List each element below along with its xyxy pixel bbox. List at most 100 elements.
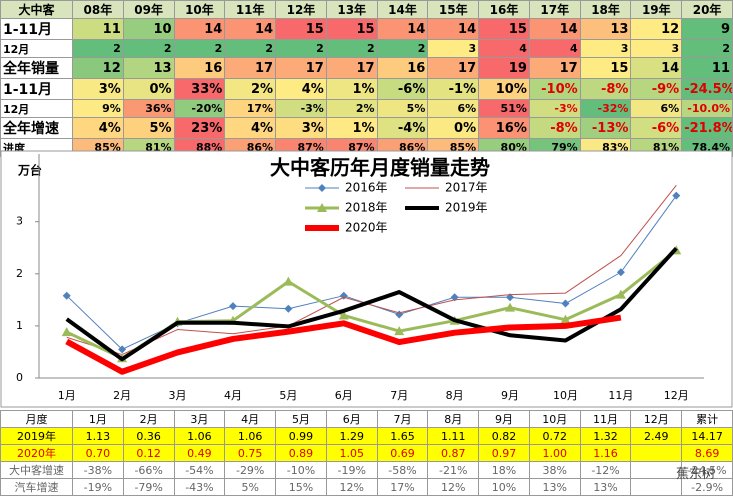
table-cell: 0% <box>122 78 175 100</box>
point <box>616 268 625 277</box>
table-cell: 15 <box>478 18 530 40</box>
table-cell: 8.69 <box>681 444 733 462</box>
header-cell: 4月 <box>224 410 277 428</box>
legend-label: 2018年 <box>345 201 388 215</box>
chart-title: 大中客历年月度销量走势 <box>270 156 490 180</box>
table-cell: 3 <box>427 39 480 58</box>
point <box>561 299 570 308</box>
table-cell: -6% <box>376 78 429 100</box>
table-cell: 0.87 <box>427 444 480 462</box>
header-cell: 16年 <box>478 0 530 19</box>
table-cell: -24.5% <box>681 461 733 479</box>
legend-label: 2016年 <box>345 181 388 195</box>
table-cell: 2.49 <box>630 427 683 445</box>
y-tick-label: 2 <box>16 267 23 280</box>
table-cell: -10.0% <box>681 99 733 118</box>
watermark: 蕉东树 <box>675 467 715 482</box>
header-cell: 13年 <box>325 0 378 19</box>
table-cell: 15% <box>275 478 327 496</box>
x-tick-label: 10月 <box>553 389 578 402</box>
y-tick-label: 1 <box>16 319 23 332</box>
table-row: 2019年 1.13 0.36 1.06 1.06 0.99 1.29 1.65 1.11 0.8… <box>0 427 733 445</box>
monthly-table: 月度 1月 2月 3月 4月 5月 6月 7月 8月 9月 10月 11月 12月 累计 2019年 1.13… <box>0 410 733 496</box>
table-row: 12月 2 2 2 2 2 2 2 3 4 4 3 3 2 <box>0 39 733 58</box>
table-cell: -66% <box>122 461 175 479</box>
table-cell: -20% <box>173 99 226 118</box>
table-cell: 33% <box>173 78 226 100</box>
table-cell: 2 <box>72 39 124 58</box>
header-cell: 18年 <box>579 0 632 19</box>
table-cell: -12% <box>579 461 632 479</box>
header-cell: 09年 <box>122 0 175 19</box>
header-cell: 3月 <box>173 410 226 428</box>
table-cell: 13 <box>122 57 175 79</box>
x-tick-label: 3月 <box>169 389 187 402</box>
header-cell: 17年 <box>528 0 581 19</box>
table-cell: -54% <box>173 461 226 479</box>
table-cell: 0.99 <box>275 427 327 445</box>
table-cell: 2 <box>275 39 327 58</box>
table-cell: 16 <box>173 57 226 79</box>
y-axis-label: 万台 <box>17 163 42 178</box>
table-cell: 13 <box>579 18 632 40</box>
header-cell: 6月 <box>325 410 378 428</box>
table-cell: 2 <box>224 39 277 58</box>
table-cell <box>630 461 683 479</box>
table-cell: 2% <box>325 99 378 118</box>
table-cell: -13% <box>579 117 632 139</box>
table-cell: 0.69 <box>376 444 429 462</box>
table-cell: 2 <box>376 39 429 58</box>
table-cell: 13% <box>528 478 581 496</box>
table-cell: 14 <box>630 57 683 79</box>
table-cell: 2 <box>122 39 175 58</box>
header-cell: 2月 <box>122 410 175 428</box>
point <box>62 291 71 300</box>
header-cell: 08年 <box>72 0 124 19</box>
table-cell: 1.00 <box>528 444 581 462</box>
table-cell: 17 <box>275 57 327 79</box>
table-cell: -2.9% <box>681 478 733 496</box>
table-cell: 5% <box>224 478 277 496</box>
table-cell: -4% <box>376 117 429 139</box>
table-cell: -9% <box>630 78 683 100</box>
x-tick-label: 11月 <box>608 389 633 402</box>
table-cell: 0.82 <box>478 427 530 445</box>
table-cell: 12 <box>72 57 124 79</box>
point <box>61 327 72 337</box>
table-cell: 0.12 <box>122 444 175 462</box>
table-cell: 0.97 <box>478 444 530 462</box>
table-cell: 10 <box>122 18 175 40</box>
row-label: 2019年 <box>0 427 73 445</box>
table-cell: 14 <box>173 18 226 40</box>
table-cell: -29% <box>224 461 277 479</box>
header-cell: 10月 <box>528 410 581 428</box>
table-cell: 3 <box>630 39 683 58</box>
header-cell: 20年 <box>681 0 733 19</box>
row-label: 汽车增速 <box>0 478 73 496</box>
table-cell: 1.11 <box>427 427 480 445</box>
table-cell: 15 <box>325 18 378 40</box>
table-cell: -3% <box>528 99 581 118</box>
table-cell: 14 <box>528 18 581 40</box>
table-cell: 1.29 <box>325 427 378 445</box>
table-cell: 1.65 <box>376 427 429 445</box>
table-cell: -10% <box>275 461 327 479</box>
point <box>318 184 326 192</box>
point <box>338 310 349 320</box>
header-cell: 11月 <box>579 410 632 428</box>
table-cell: 6% <box>630 99 683 118</box>
header-cell: 7月 <box>376 410 429 428</box>
table-row: 1-11月 11 10 14 14 15 15 14 14 15 14 13 12 9 <box>0 18 733 40</box>
table-cell: 17% <box>376 478 429 496</box>
series-line <box>65 314 622 375</box>
table-cell: -38% <box>72 461 124 479</box>
table-cell: 4% <box>72 117 124 139</box>
header-cell: 5月 <box>275 410 327 428</box>
table-cell: -6% <box>630 117 683 139</box>
table-cell: 1.13 <box>72 427 124 445</box>
table-cell: 23% <box>173 117 226 139</box>
table-cell: 0.75 <box>224 444 277 462</box>
table-cell: 0.49 <box>173 444 226 462</box>
table-cell: 5% <box>376 99 429 118</box>
